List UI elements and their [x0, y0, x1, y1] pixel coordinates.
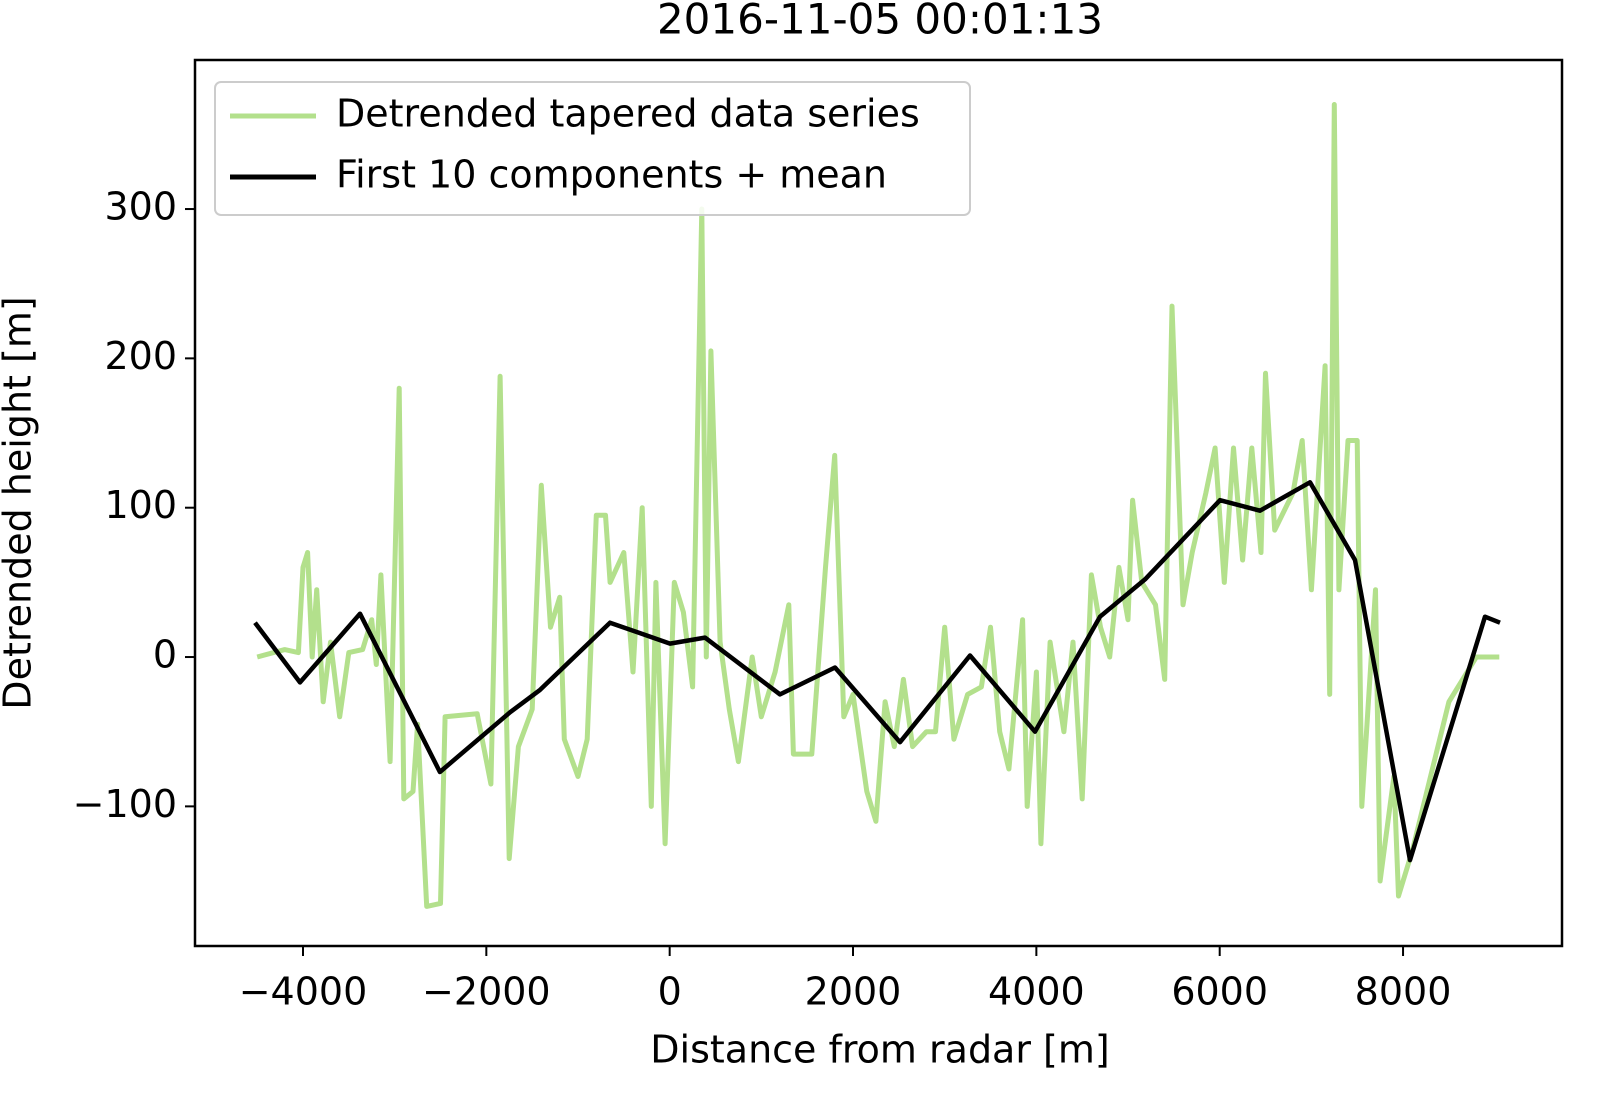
- x-tick-label: 4000: [988, 970, 1085, 1014]
- series-line: [256, 102, 1500, 909]
- y-tick-label: −100: [73, 782, 177, 826]
- y-tick-label: 300: [104, 185, 177, 229]
- plot-lines: [253, 102, 1501, 909]
- y-tick-label: 200: [104, 334, 177, 378]
- x-tick-label: −2000: [422, 970, 551, 1014]
- series-line: [253, 480, 1501, 863]
- x-tick-label: 6000: [1171, 970, 1268, 1014]
- legend-box: [214, 81, 971, 216]
- plot-frame: [193, 58, 1564, 948]
- legend: Detrended tapered data series First 10 co…: [214, 81, 971, 216]
- y-tick-label: 0: [153, 633, 177, 677]
- legend-label: First 10 components + mean: [336, 153, 887, 197]
- x-axis-label: Distance from radar [m]: [650, 1028, 1109, 1072]
- x-tick-label: −4000: [239, 970, 368, 1014]
- y-tick-label: 100: [104, 483, 177, 527]
- x-tick-label: 0: [658, 970, 682, 1014]
- chart-title: 2016-11-05 00:01:13: [657, 0, 1103, 44]
- y-axis-label: Detrended height [m]: [0, 296, 40, 709]
- x-tick-label: 8000: [1355, 970, 1452, 1014]
- legend-label: Detrended tapered data series: [336, 92, 920, 136]
- x-tick-label: 2000: [805, 970, 902, 1014]
